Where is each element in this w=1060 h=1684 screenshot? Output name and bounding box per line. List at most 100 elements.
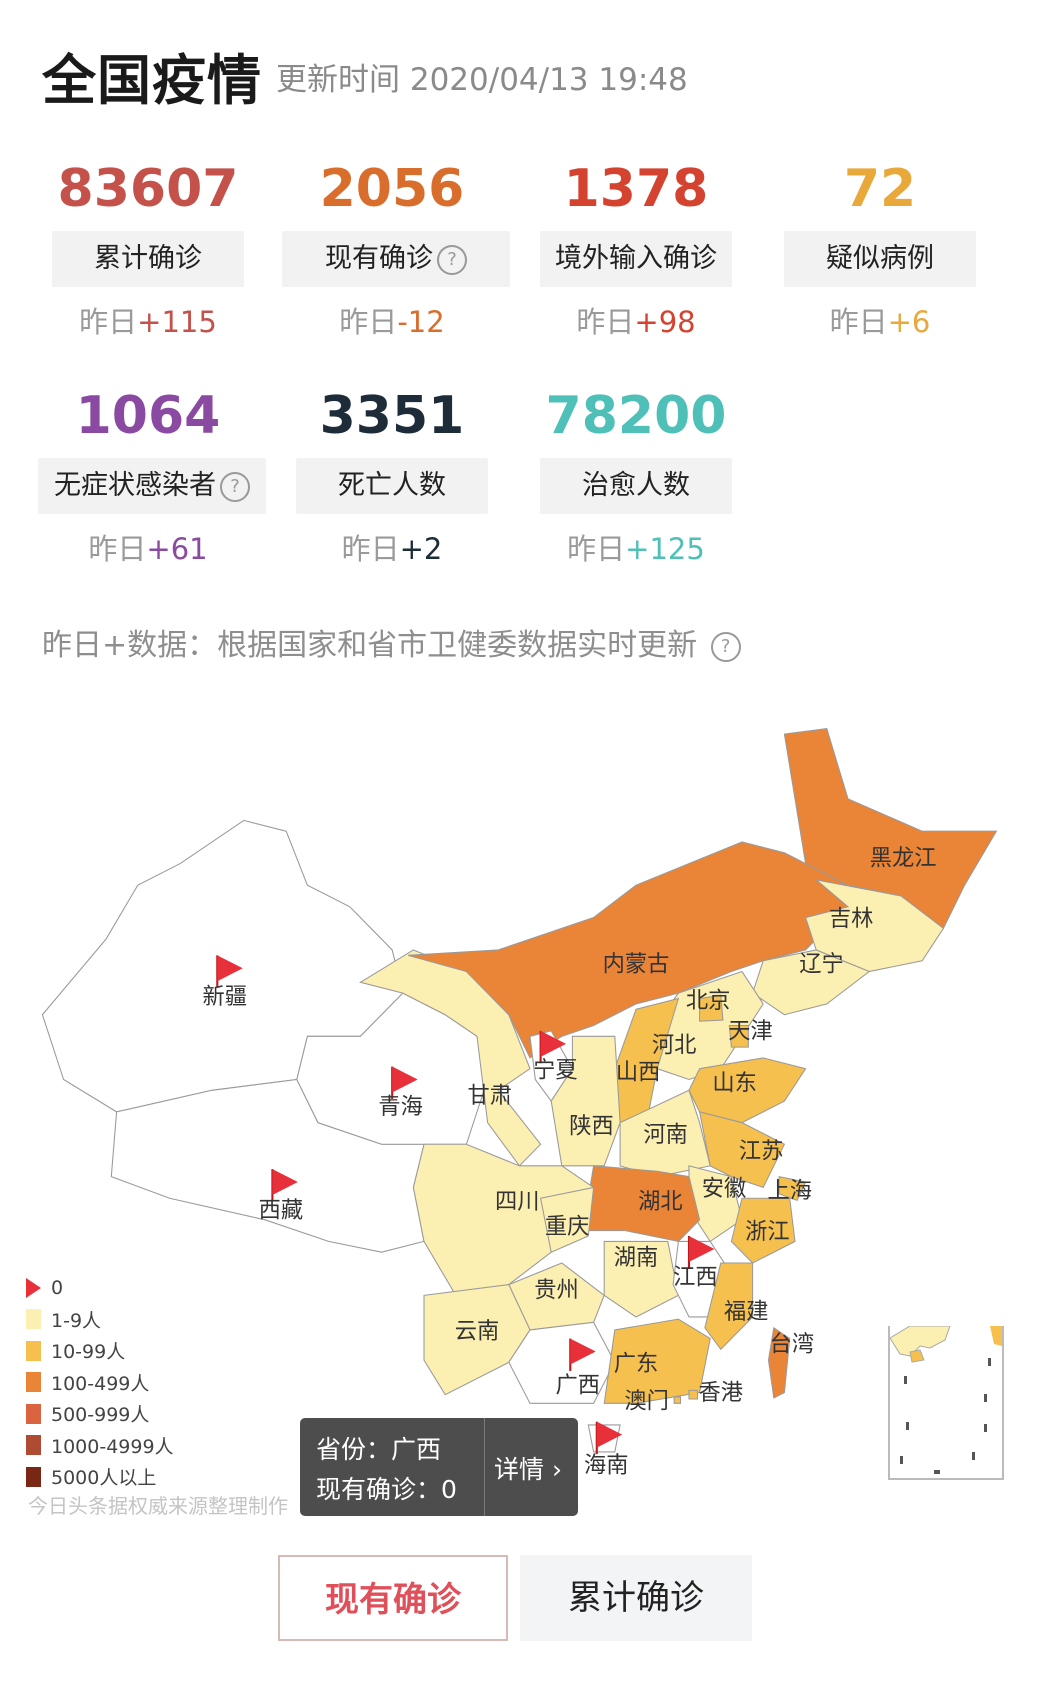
- province-label: 浙江: [745, 1219, 789, 1245]
- province-region[interactable]: [673, 1396, 682, 1404]
- legend-label: 100-499人: [51, 1372, 150, 1395]
- province-region[interactable]: [704, 1262, 754, 1351]
- legend-swatch: [26, 1403, 41, 1424]
- province-label: 黑龙江: [870, 846, 937, 872]
- zero-flag-icon: [216, 955, 243, 988]
- province-label: 河南: [643, 1122, 687, 1148]
- province-region[interactable]: [539, 1186, 595, 1253]
- province-region[interactable]: [698, 1111, 786, 1189]
- province-region[interactable]: [603, 1240, 679, 1318]
- stat-value: 72: [843, 159, 917, 219]
- stat-label: 死亡人数: [296, 458, 488, 514]
- delta-value: +6: [887, 305, 931, 339]
- province-label: 天津: [728, 1018, 772, 1044]
- province-shape[interactable]: [699, 994, 724, 1022]
- help-icon[interactable]: ?: [220, 471, 250, 502]
- help-icon[interactable]: ?: [437, 244, 467, 275]
- flag-icon: [26, 1277, 41, 1298]
- help-icon[interactable]: ?: [710, 631, 741, 662]
- stat-label-text: 死亡人数: [338, 470, 446, 501]
- province-shape[interactable]: [778, 1175, 807, 1202]
- province-label: 江苏: [739, 1138, 783, 1164]
- stat-delta: 昨日-12: [282, 299, 502, 341]
- stat-value: 1378: [563, 159, 709, 219]
- province-region[interactable]: [728, 1024, 749, 1048]
- stat-label: 治愈人数: [540, 458, 732, 514]
- legend-item: 500-999人: [26, 1398, 174, 1430]
- province-region[interactable]: [603, 1318, 711, 1404]
- delta-value: +125: [625, 532, 705, 566]
- province-shape[interactable]: [730, 1197, 796, 1264]
- province-region[interactable]: [730, 1197, 796, 1264]
- legend-swatch: [26, 1466, 41, 1487]
- stat-delta: 昨日+2: [282, 526, 502, 568]
- zero-flag-icon: [391, 1066, 418, 1099]
- stat-label-text: 现有确诊: [325, 243, 433, 274]
- stat-value: 83607: [57, 159, 239, 219]
- zero-flag-icon: [595, 1421, 623, 1455]
- province-region[interactable]: [699, 994, 724, 1022]
- inset-map: [889, 1325, 1002, 1474]
- current-confirmed-tab[interactable]: 现有确诊: [278, 1555, 508, 1641]
- legend-item: 0: [26, 1272, 174, 1304]
- province-shape[interactable]: [767, 1326, 791, 1399]
- delta-prefix: 昨日: [339, 305, 398, 339]
- province-region[interactable]: [550, 1035, 621, 1167]
- province-shape[interactable]: [698, 1111, 786, 1189]
- delta-value: +98: [634, 305, 696, 339]
- stat-delta: 昨日+115: [38, 299, 258, 341]
- province-shape[interactable]: [539, 1186, 595, 1253]
- stat-card: 78200 治愈人数 昨日+125: [526, 386, 746, 568]
- province-shape[interactable]: [688, 1389, 699, 1400]
- stat-label: 无症状感染者?: [38, 458, 266, 514]
- stat-value: 2056: [319, 159, 465, 219]
- delta-value: -12: [397, 305, 445, 339]
- province-label: 宁夏: [533, 1057, 577, 1083]
- province-label: 陕西: [569, 1113, 613, 1139]
- province-shape[interactable]: [550, 1035, 621, 1167]
- stat-label-text: 无症状感染者: [54, 470, 216, 501]
- province-label: 四川: [495, 1189, 539, 1215]
- province-shape[interactable]: [704, 1262, 754, 1351]
- stat-label-text: 累计确诊: [94, 243, 202, 274]
- legend-item: 5000人以上: [26, 1461, 174, 1493]
- total-confirmed-tab[interactable]: 累计确诊: [520, 1555, 752, 1641]
- legend-item: 10-99人: [26, 1335, 174, 1367]
- stat-delta: 昨日+61: [38, 526, 258, 568]
- delta-prefix: 昨日: [576, 305, 635, 339]
- legend-item: 1000-4999人: [26, 1430, 174, 1462]
- legend-label: 1000-4999人: [51, 1435, 174, 1458]
- stat-card: 2056 现有确诊? 昨日-12: [282, 159, 510, 341]
- province-region[interactable]: [688, 1389, 699, 1400]
- province-shape[interactable]: [603, 1240, 679, 1318]
- province-region[interactable]: [778, 1175, 807, 1202]
- delta-prefix: 昨日: [567, 532, 626, 566]
- stat-card: 72 疑似病例 昨日+6: [770, 159, 990, 341]
- province-shape[interactable]: [582, 1165, 701, 1242]
- province-label: 吉林: [829, 906, 873, 932]
- province-label: 青海: [378, 1094, 422, 1120]
- legend-swatch: [26, 1435, 41, 1456]
- zero-flag-icon: [687, 1236, 715, 1269]
- province-label: 河北: [652, 1032, 696, 1058]
- province-region[interactable]: [688, 1057, 807, 1124]
- legend-item: 1-9人: [26, 1304, 174, 1336]
- province-label: 广东: [614, 1351, 658, 1377]
- stat-label: 境外输入确诊: [540, 231, 732, 287]
- province-region[interactable]: [582, 1165, 701, 1242]
- stat-card: 83607 累计确诊昨日+115: [38, 159, 258, 341]
- legend-item: 100-499人: [26, 1367, 174, 1399]
- tooltip-detail-link[interactable]: 详情 ›: [494, 1455, 562, 1484]
- province-shape[interactable]: [603, 1318, 711, 1404]
- province-shape[interactable]: [728, 1024, 749, 1048]
- province-label: 甘肃: [467, 1083, 511, 1109]
- province-region[interactable]: [767, 1326, 791, 1399]
- province-label: 澳门: [624, 1389, 668, 1415]
- province-shape[interactable]: [673, 1396, 682, 1404]
- stat-label-text: 治愈人数: [582, 470, 690, 501]
- province-shape[interactable]: [688, 1057, 807, 1124]
- legend-swatch: [26, 1309, 41, 1330]
- stat-value: 1064: [75, 386, 221, 446]
- delta-value: +2: [399, 532, 443, 566]
